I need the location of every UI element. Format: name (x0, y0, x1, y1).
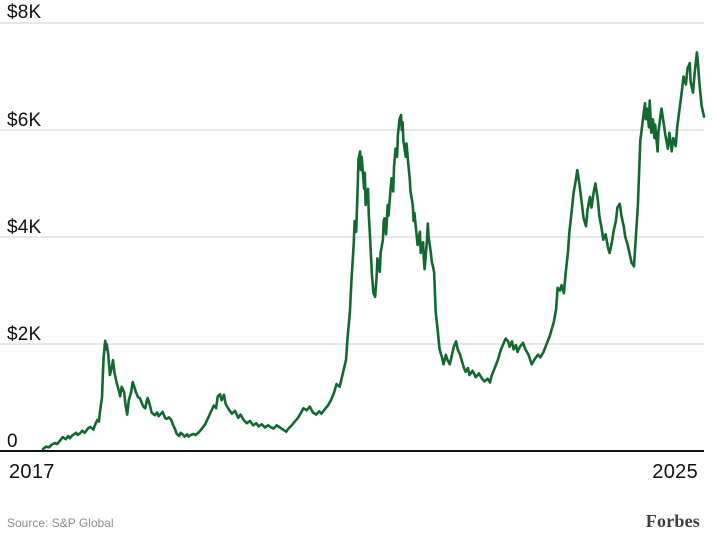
x-tick-label-start: 2017 (9, 461, 55, 483)
y-tick-label-2k: $2K (7, 324, 42, 345)
y-tick-label-4k: $4K (7, 217, 42, 238)
y-tick-label-8k: $8K (7, 2, 42, 23)
source-attribution: Source: S&P Global (7, 516, 114, 530)
x-tick-label-end: 2025 (652, 461, 698, 483)
gridlines (0, 22, 704, 452)
forbes-logo: Forbes (645, 511, 700, 531)
price-line (41, 51, 706, 451)
y-tick-label-6k: $6K (7, 110, 42, 131)
y-tick-label-0: 0 (7, 431, 18, 452)
